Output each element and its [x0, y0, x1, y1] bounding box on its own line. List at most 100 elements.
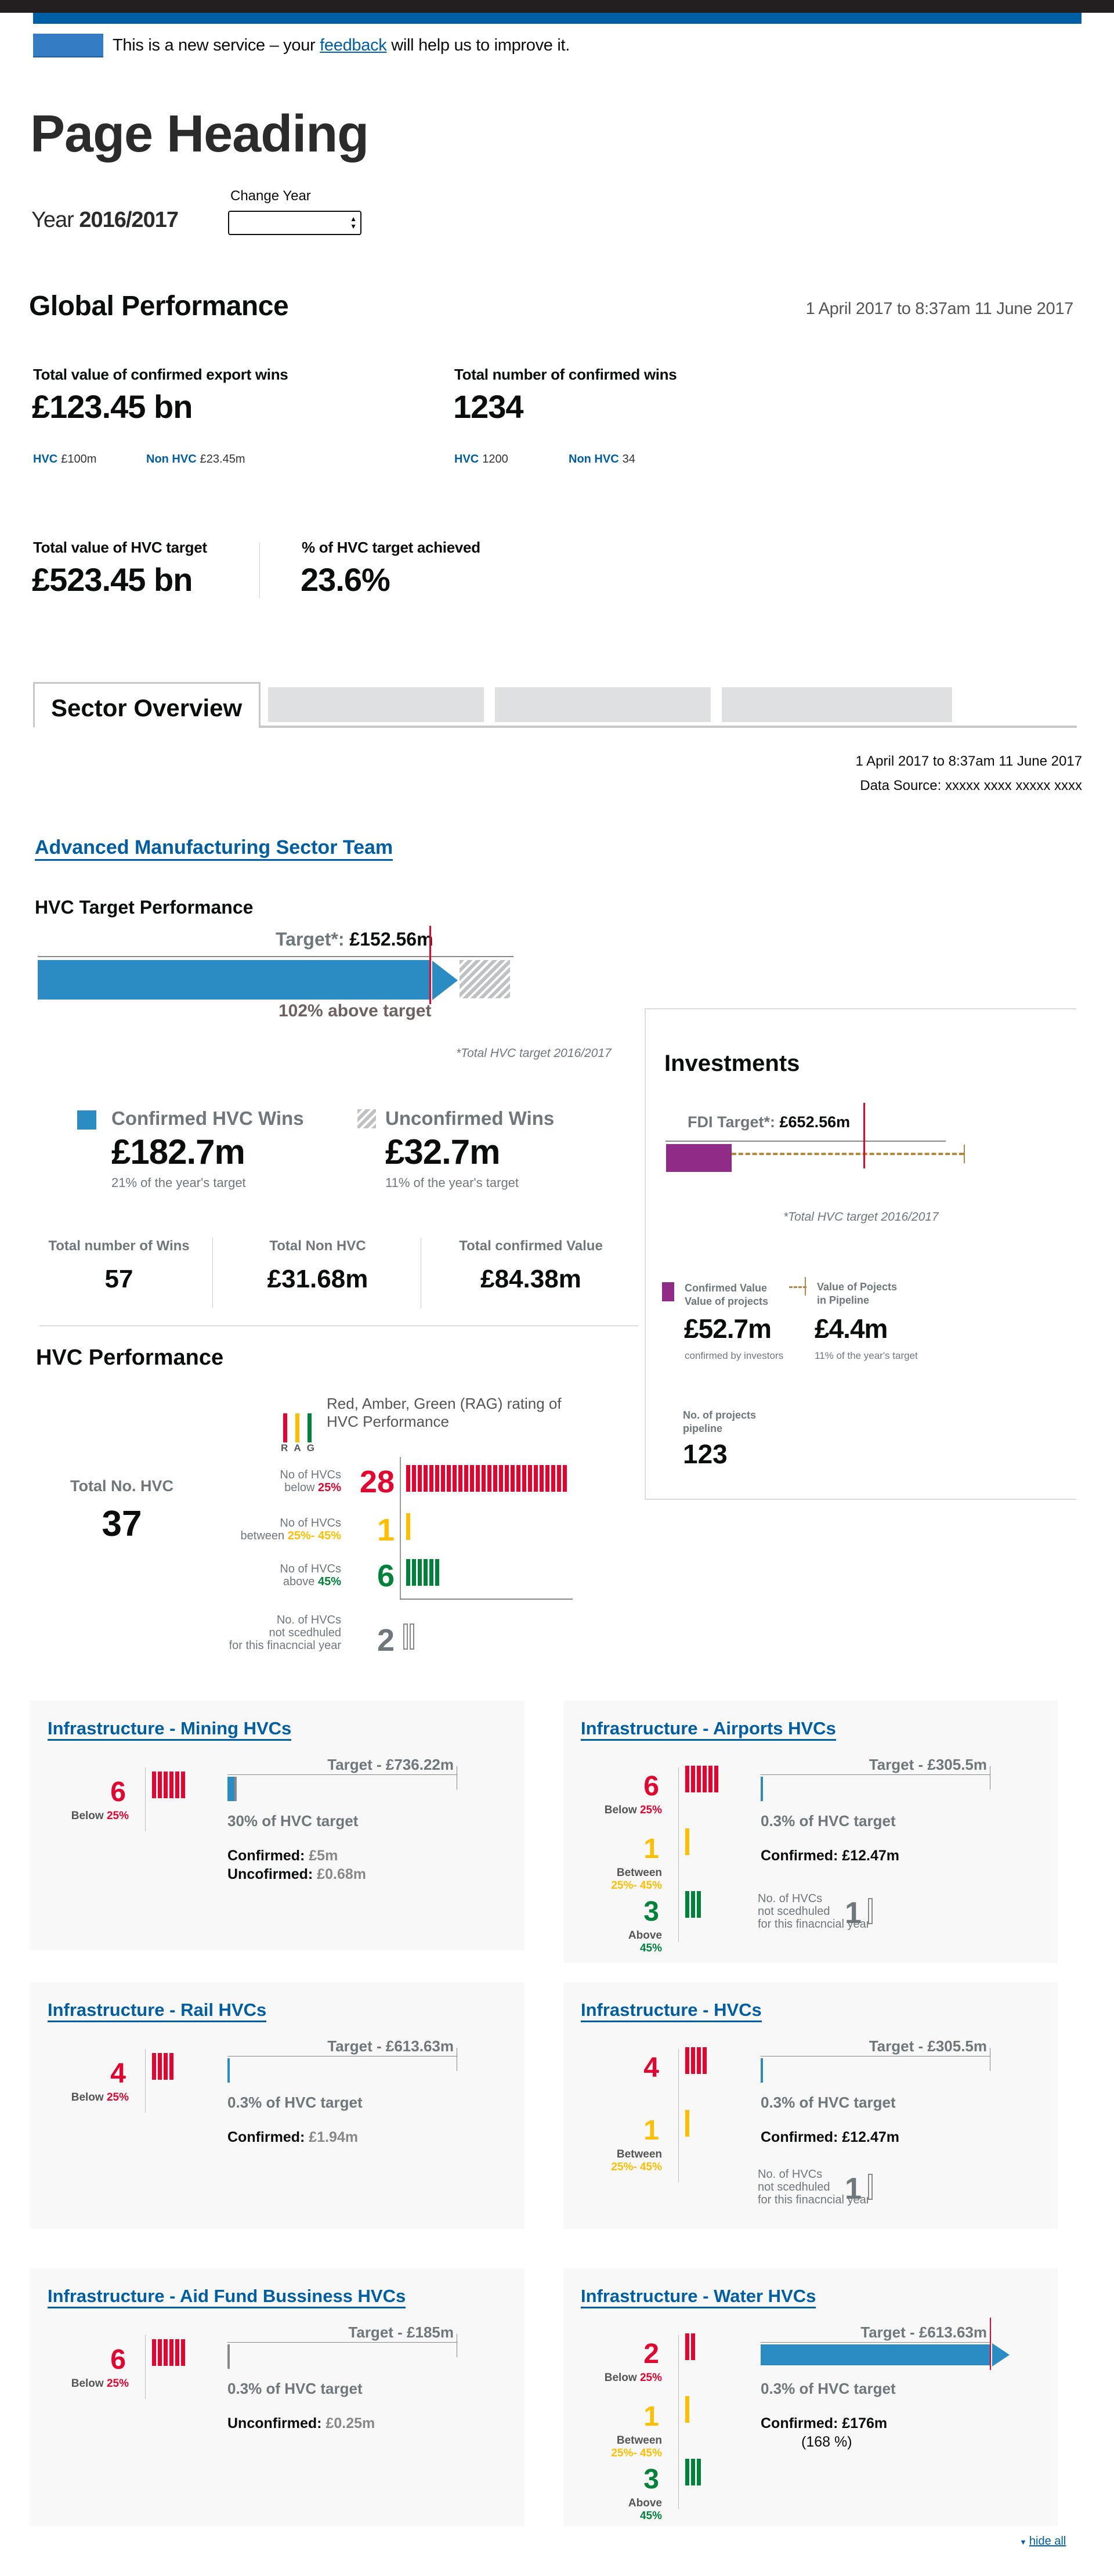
card-not-scheduled-desc: No. of HVCs not scedhuled for this finacnc…	[758, 1892, 870, 1931]
card-confirmed: Confirmed: £12.47m	[761, 2129, 899, 2145]
card-target-axis	[227, 1774, 457, 1775]
card-unconfirmed-value: £0.25m	[325, 2415, 375, 2431]
hide-all-link[interactable]: ▼ hide all	[1019, 2535, 1066, 2548]
hvc-card-title-link[interactable]: Infrastructure - HVCs	[581, 2000, 762, 2022]
tick-mark	[868, 2174, 873, 2200]
tab-2[interactable]	[268, 687, 484, 722]
hvc-target-performance-title: HVC Target Performance	[35, 897, 254, 918]
tick-mark	[158, 1772, 162, 1798]
year-select[interactable]: ▲ ▼	[228, 211, 361, 235]
rag-count: 4	[643, 2052, 659, 2083]
rag-label-text: Between	[616, 2148, 662, 2160]
rag-ticks	[685, 2110, 689, 2137]
rag-count: 6	[110, 1777, 126, 1807]
card-not-scheduled-count: 1	[845, 1896, 862, 1930]
card-not-scheduled-ticks	[868, 2174, 873, 2200]
above-target-text: 102% above target	[278, 1001, 432, 1020]
above-target-arrow	[992, 2343, 1010, 2366]
tick-mark	[424, 1559, 428, 1586]
target-marker	[429, 926, 431, 1004]
rag-count: 2	[643, 2339, 659, 2369]
tick-mark	[534, 1465, 538, 1492]
tick-mark	[403, 1623, 408, 1650]
tick-mark	[868, 1898, 873, 1924]
tick-mark	[482, 1465, 486, 1492]
tick-mark	[499, 1465, 503, 1492]
ns-line: for this finacncial year	[758, 1918, 870, 1931]
rag-ticks	[152, 2053, 173, 2080]
sector-team-link[interactable]: Advanced Manufacturing Sector Team	[35, 836, 393, 861]
tick-mark	[418, 1559, 422, 1586]
card-target-label: Target - £305.5m	[869, 1756, 987, 1773]
rag-row-pct: 45%	[317, 1575, 341, 1588]
card-confirmed-extra: (168 %)	[801, 2434, 852, 2450]
tick-mark	[152, 1772, 156, 1798]
export-wins-nonhvc: Non HVC £23.45m	[146, 453, 245, 466]
feedback-link[interactable]: feedback	[320, 36, 387, 55]
card-target-marker	[990, 2318, 991, 2370]
confirmed-wins-hvc: HVC 1200	[454, 453, 508, 466]
page-title: Page Heading	[30, 105, 369, 163]
rag-row-desc-line: above 45%	[283, 1575, 341, 1588]
confirmed-value-title: Confirmed Value Value of projects	[685, 1282, 769, 1307]
tick-mark	[685, 1766, 689, 1792]
tab-4[interactable]	[722, 687, 952, 722]
summary-confirmed-value: Total confirmed Value £84.38m	[459, 1238, 603, 1293]
unconfirmed-legend-sub: 11% of the year's target	[385, 1175, 519, 1190]
ns-line: not scedhuled	[758, 2181, 830, 2193]
hvc-achieved-label: % of HVC target achieved	[302, 539, 480, 556]
hvc-card-title-link[interactable]: Infrastructure - Aid Fund Bussiness HVCs	[48, 2286, 406, 2308]
card-confirmed: Confirmed: £176m	[761, 2415, 888, 2431]
total-hvc-value: 37	[102, 1504, 142, 1544]
tick-mark	[714, 1766, 718, 1792]
target-axis	[38, 956, 513, 957]
tick-mark	[441, 1465, 445, 1492]
rag-row-ticks	[406, 1513, 410, 1540]
tick-mark	[181, 1772, 185, 1798]
rag-pct: 25%	[639, 2372, 662, 2384]
hvc-card-title-link[interactable]: Infrastructure - Airports HVCs	[581, 1718, 836, 1741]
sector-date-range: 1 April 2017 to 8:37am 11 June 2017	[855, 753, 1082, 769]
confirmed-legend-title: Confirmed HVC Wins	[111, 1107, 304, 1129]
ns-line: No. of HVCs	[758, 1892, 823, 1905]
tab-underline	[259, 726, 1077, 728]
investments-panel	[645, 1008, 1076, 1500]
rag-label: Between 25%- 45%	[575, 2148, 662, 2174]
tick-mark	[435, 1465, 439, 1492]
tick-mark	[685, 2333, 689, 2360]
hvc-card-title-link[interactable]: Infrastructure - Water HVCs	[581, 2286, 816, 2308]
tick-mark	[429, 1559, 433, 1586]
rag-row-desc-line: below 25%	[284, 1481, 341, 1494]
tick-mark	[563, 1465, 567, 1492]
tick-mark	[164, 1772, 168, 1798]
tick-mark	[476, 1465, 480, 1492]
card-target-axis	[227, 2342, 457, 2343]
pipeline-legend-tick	[805, 1277, 806, 1296]
hvc-card: Infrastructure - Aid Fund Bussiness HVCs…	[30, 2268, 525, 2526]
summary-nonhvc: Total Non HVC £31.68m	[267, 1238, 368, 1293]
card-not-scheduled-ticks	[868, 1898, 873, 1924]
rag-axis	[678, 1767, 679, 1942]
tick-mark	[697, 1766, 701, 1792]
hvc-card: Infrastructure - HVCs 4 1 Between 25%- 45% Ta…	[563, 1982, 1058, 2229]
tick-mark	[685, 1828, 689, 1855]
rag-axis	[145, 2049, 146, 2113]
global-performance-title: Global Performance	[29, 291, 289, 322]
projects-pipeline-title: No. of projects pipeline	[683, 1409, 757, 1434]
card-pct-text: 0.3% of HVC target	[761, 2380, 896, 2397]
tab-sector-overview[interactable]: Sector Overview	[33, 682, 261, 727]
hvc-target-value: £523.45 bn	[32, 561, 193, 598]
rag-count: 4	[110, 2058, 126, 2089]
hvc-card-title-link[interactable]: Infrastructure - Mining HVCs	[48, 1718, 292, 1741]
summary-wins: Total number of Wins 57	[48, 1238, 190, 1293]
rag-pct: 45%	[639, 2510, 662, 2522]
tick-mark	[697, 2459, 701, 2485]
unconfirmed-legend-value: £32.7m	[385, 1132, 500, 1171]
tick-mark	[175, 2339, 179, 2366]
tab-3[interactable]	[495, 687, 711, 722]
global-date-range: 1 April 2017 to 8:37am 11 June 2017	[805, 300, 1074, 318]
hvc-card-title-link[interactable]: Infrastructure - Rail HVCs	[48, 2000, 267, 2022]
tick-mark	[685, 1891, 689, 1918]
card-target-label: Target - £185m	[348, 2324, 454, 2341]
tick-mark	[181, 2339, 185, 2366]
